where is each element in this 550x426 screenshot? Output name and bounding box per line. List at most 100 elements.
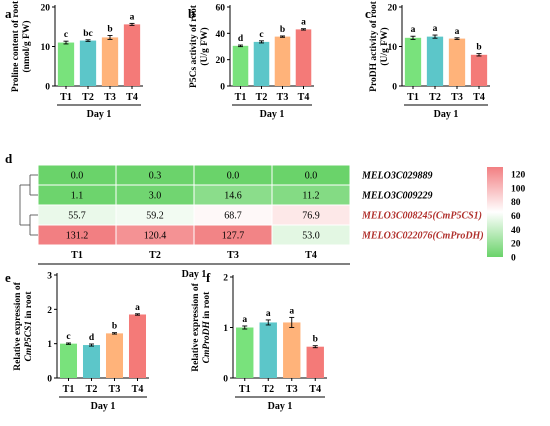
- cell-value: 131.2: [66, 231, 89, 242]
- panel-d: d 0.0 0.3 0.0 0.0 1.1 3.0 14.6 11.2 55.7 59.2 68.7 7…: [5, 151, 526, 280]
- panel-label: d: [5, 151, 13, 166]
- colorbar-tick-label: 120: [511, 170, 526, 180]
- y-axis-title-line1: Relative expression of: [13, 281, 23, 370]
- x-axis-title: Day 1: [268, 401, 293, 412]
- significance-letter: c: [64, 30, 68, 40]
- row-label: MELO3C029889: [361, 171, 433, 182]
- cell-value: 120.4: [144, 231, 167, 242]
- bar-T2: [82, 345, 101, 378]
- bar-T3: [448, 38, 466, 86]
- colorbar-tick-label: 100: [511, 184, 526, 194]
- bar-T1: [57, 42, 75, 86]
- significance-letter: a: [433, 24, 438, 34]
- cell-value: 68.7: [224, 211, 242, 222]
- panel-e: e 0 1 2 3 c T1 d T2 b T3 a T4 Day 1 Relative expressio…: [5, 270, 149, 412]
- bar-T3: [105, 333, 124, 378]
- x-tick-label: T4: [309, 384, 321, 395]
- x-tick-label: T4: [126, 92, 138, 103]
- y-axis-title: Relative expression ofCmP5CS1 in root: [13, 281, 34, 370]
- x-tick-label: T4: [473, 92, 485, 103]
- y-axis-title-line2: CmP5CS1 in root: [24, 291, 34, 362]
- significance-letter: a: [411, 25, 416, 35]
- bar-T4: [295, 29, 312, 87]
- x-tick-label: T2: [82, 92, 94, 103]
- significance-letter: d: [89, 333, 95, 343]
- column-label: T1: [71, 250, 83, 261]
- y-tick-label: 20: [216, 56, 226, 66]
- column-label: T3: [227, 250, 239, 261]
- y-tick-label: 2: [47, 306, 52, 316]
- cell-value: 0.0: [227, 171, 240, 182]
- row-label: MELO3C009229: [361, 191, 433, 202]
- x-tick-label: T3: [109, 384, 121, 395]
- bar-T1: [232, 45, 249, 86]
- x-tick-label: T3: [286, 384, 298, 395]
- bar-T4: [306, 346, 324, 378]
- significance-letter: d: [238, 34, 244, 44]
- x-tick-label: T1: [63, 384, 75, 395]
- cell-value: 0.0: [71, 171, 84, 182]
- bar-T2: [253, 41, 270, 86]
- significance-letter: bc: [83, 29, 93, 39]
- y-axis-title-line1: Proline content of root: [11, 0, 21, 92]
- y-tick-label: 60: [216, 4, 226, 14]
- y-axis-title-line2: (U/g FW): [199, 27, 210, 65]
- y-tick-label: 1: [47, 340, 52, 350]
- x-tick-label: T2: [256, 92, 268, 103]
- x-tick-label: T3: [277, 92, 289, 103]
- y-axis-title: ProDH activity of root(U/g FW): [369, 0, 390, 92]
- bar-T3: [101, 37, 119, 86]
- panel-label: b: [188, 6, 195, 21]
- colorbar-tick-label: 60: [511, 212, 521, 222]
- y-axis-title: Relative expression ofCmProDH in root: [191, 282, 212, 371]
- bar-T1: [236, 327, 254, 378]
- y-tick-label: 20: [41, 4, 51, 14]
- significance-letter: a: [301, 18, 306, 28]
- x-tick-label: T1: [60, 92, 72, 103]
- bar-T4: [470, 54, 488, 86]
- y-axis-title-line2: (nmol/g FW): [21, 21, 32, 73]
- y-axis-title-line1: Relative expression of: [191, 282, 201, 371]
- cell-value: 3.0: [149, 191, 162, 202]
- panel-label: f: [206, 270, 211, 285]
- y-tick-label: 0: [47, 375, 52, 385]
- significance-letter: a: [289, 306, 294, 316]
- significance-letter: a: [135, 303, 140, 313]
- row-label: MELO3C022076(CmProDH): [361, 231, 484, 242]
- y-axis-title: P5Cs activity of root(U/g FW): [189, 4, 210, 88]
- y-tick-label: 0: [392, 83, 397, 93]
- x-tick-label: T3: [451, 92, 463, 103]
- colorbar: [487, 167, 503, 257]
- bar-T2: [426, 36, 444, 86]
- x-tick-label: T4: [298, 92, 310, 103]
- cell-value: 76.9: [302, 211, 320, 222]
- significance-letter: b: [112, 322, 117, 332]
- significance-letter: b: [476, 43, 481, 53]
- y-tick-label: 0: [223, 375, 228, 385]
- y-tick-label: 2: [223, 274, 228, 284]
- significance-letter: a: [266, 309, 271, 319]
- panel-c: c 0 10 20 a T1 a T2 a T3 b T4 Day 1 ProDH activity of…: [365, 0, 490, 120]
- panel-label: e: [5, 270, 11, 285]
- y-axis-title-suffix: in root: [202, 291, 212, 321]
- significance-letter: b: [280, 25, 285, 35]
- panel-b: b 0 20 40 60 d T1 c T2 b T3 a T4 Day 1 P5Cs activity o…: [188, 4, 314, 120]
- x-axis-title: Day 1: [434, 109, 459, 120]
- y-tick-label: 40: [216, 30, 226, 40]
- significance-letter: c: [259, 30, 263, 40]
- x-tick-label: T4: [132, 384, 144, 395]
- x-axis-title: Day 1: [87, 109, 112, 120]
- y-tick-label: 0: [45, 83, 50, 93]
- significance-letter: a: [130, 12, 135, 22]
- panel-label: c: [365, 6, 371, 21]
- y-axis-title: Proline content of root(nmol/g FW): [11, 0, 32, 92]
- y-axis-title-line2: (U/g FW): [379, 27, 390, 65]
- x-axis-title: Day 1: [182, 269, 207, 280]
- bar-T4: [123, 24, 141, 87]
- row-label: MELO3C008245(CmP5CS1): [361, 211, 482, 222]
- significance-letter: b: [107, 24, 112, 34]
- heatmap-cell: [271, 224, 351, 246]
- cell-value: 1.1: [71, 191, 84, 202]
- significance-letter: c: [66, 332, 70, 342]
